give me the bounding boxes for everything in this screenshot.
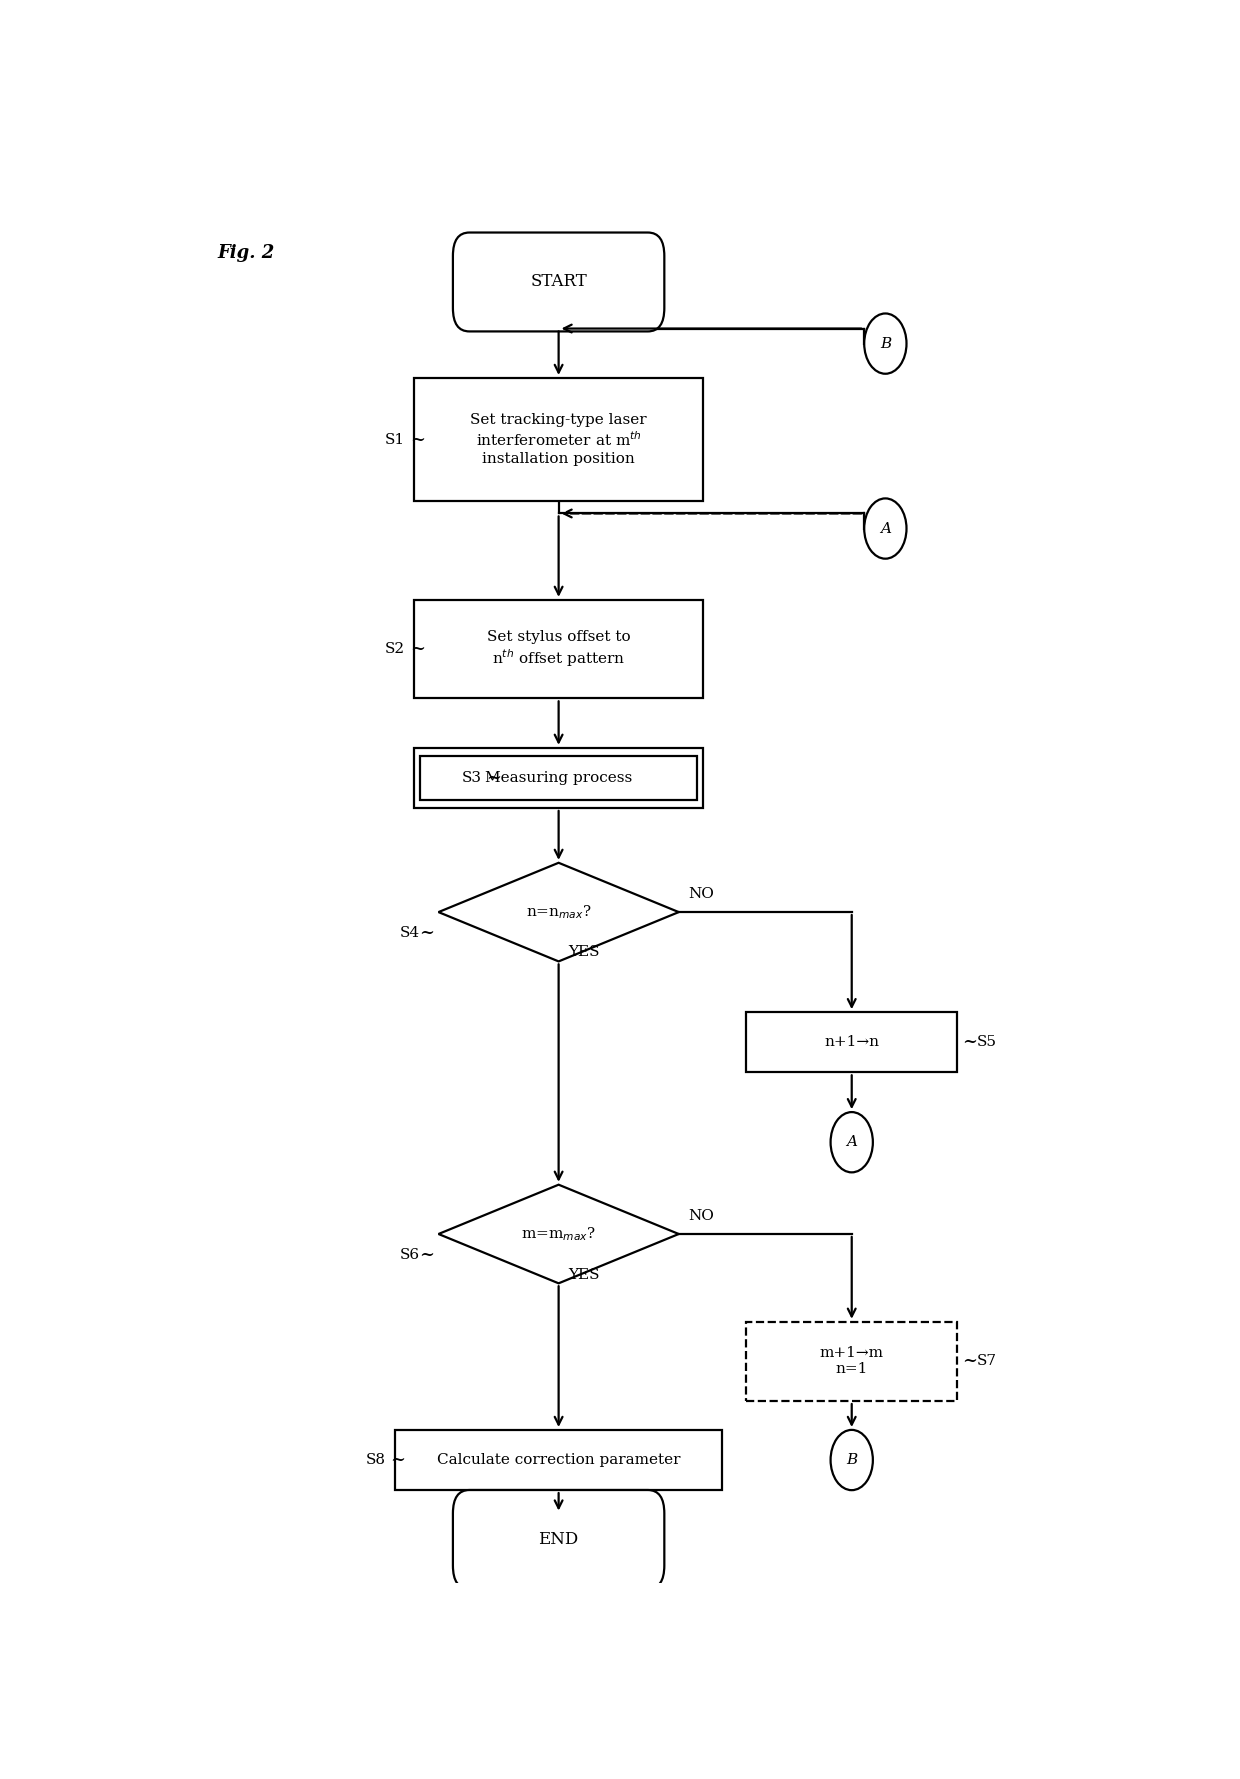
Polygon shape xyxy=(439,1185,678,1283)
FancyBboxPatch shape xyxy=(396,1430,722,1491)
Circle shape xyxy=(831,1112,873,1172)
Text: A: A xyxy=(846,1135,857,1149)
Text: S7: S7 xyxy=(977,1354,997,1368)
FancyBboxPatch shape xyxy=(414,377,703,502)
Text: n+1→n: n+1→n xyxy=(825,1035,879,1050)
Text: Fig. 2: Fig. 2 xyxy=(217,244,275,262)
Text: S8: S8 xyxy=(366,1453,386,1468)
Polygon shape xyxy=(439,863,678,961)
Text: B: B xyxy=(846,1453,857,1468)
Text: YES: YES xyxy=(568,1268,600,1283)
Text: Set stylus offset to
n$^{th}$ offset pattern: Set stylus offset to n$^{th}$ offset pat… xyxy=(487,630,630,669)
FancyBboxPatch shape xyxy=(746,1012,957,1073)
Text: ~: ~ xyxy=(391,1452,405,1469)
FancyBboxPatch shape xyxy=(414,747,703,808)
Text: ~: ~ xyxy=(962,1352,977,1370)
Text: m=m$_{max}$?: m=m$_{max}$? xyxy=(521,1226,596,1244)
Circle shape xyxy=(864,498,906,559)
Text: S5: S5 xyxy=(977,1035,997,1050)
Text: Calculate correction parameter: Calculate correction parameter xyxy=(436,1453,681,1468)
Text: START: START xyxy=(531,274,587,290)
FancyBboxPatch shape xyxy=(746,1322,957,1402)
Text: S3: S3 xyxy=(461,770,481,785)
Text: S1: S1 xyxy=(384,432,404,447)
Text: S2: S2 xyxy=(384,642,404,656)
Text: ~: ~ xyxy=(419,923,434,941)
Text: NO: NO xyxy=(688,888,714,902)
Text: YES: YES xyxy=(568,945,600,959)
Text: S4: S4 xyxy=(401,925,420,939)
Text: ~: ~ xyxy=(409,640,424,658)
Text: A: A xyxy=(880,521,890,535)
Text: ~: ~ xyxy=(419,1245,434,1263)
Text: n=n$_{max}$?: n=n$_{max}$? xyxy=(526,904,591,922)
Text: B: B xyxy=(879,336,892,350)
Text: S6: S6 xyxy=(401,1247,420,1261)
Text: m+1→m
n=1: m+1→m n=1 xyxy=(820,1347,884,1377)
Text: ~: ~ xyxy=(962,1034,977,1051)
Text: NO: NO xyxy=(688,1210,714,1224)
FancyBboxPatch shape xyxy=(453,1491,665,1589)
Text: ~: ~ xyxy=(409,431,424,448)
FancyBboxPatch shape xyxy=(453,233,665,331)
Text: Set tracking-type laser
interferometer at m$^{th}$
installation position: Set tracking-type laser interferometer a… xyxy=(470,413,647,466)
FancyBboxPatch shape xyxy=(414,600,703,699)
Text: Measuring process: Measuring process xyxy=(485,770,632,785)
Circle shape xyxy=(831,1430,873,1491)
Text: ~: ~ xyxy=(486,769,501,786)
Circle shape xyxy=(864,313,906,374)
Text: END: END xyxy=(538,1532,579,1548)
